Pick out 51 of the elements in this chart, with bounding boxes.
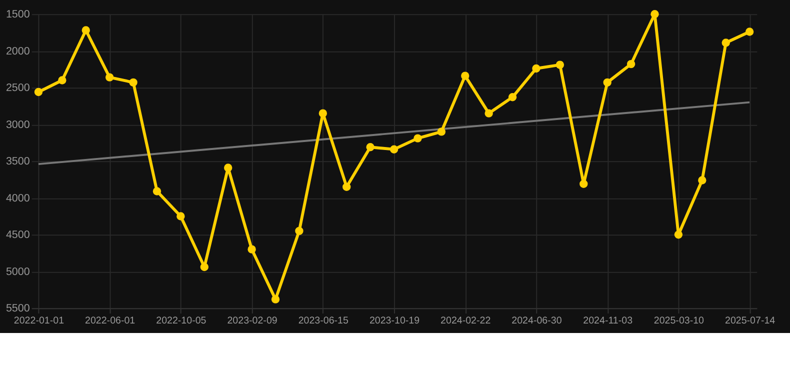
point: [152, 187, 162, 196]
x-tick-label: 2022-06-01: [85, 315, 136, 326]
point: [484, 109, 493, 118]
y-tick-label: 1500: [6, 8, 30, 21]
point: [650, 10, 659, 18]
x-tick-label: 2022-01-01: [14, 315, 64, 326]
point: [200, 262, 208, 272]
point: [390, 145, 398, 154]
x-tick-label: 2023-02-09: [227, 315, 278, 326]
point: [129, 78, 138, 87]
y-tick-label: 3000: [6, 118, 30, 131]
point: [722, 38, 730, 47]
point: [556, 60, 564, 69]
point: [34, 88, 43, 96]
point: [271, 295, 280, 304]
point: [318, 109, 328, 118]
y-tick-label: 5500: [6, 302, 30, 315]
point: [461, 72, 470, 80]
point: [366, 143, 374, 152]
x-tick-label: 2023-10-19: [369, 315, 420, 326]
point: [342, 182, 351, 191]
point: [437, 128, 446, 136]
point: [105, 73, 114, 82]
x-tick-label: 2025-03-10: [654, 315, 705, 326]
point: [58, 76, 66, 84]
y-tick-label: 2500: [6, 82, 30, 94]
point: [508, 93, 517, 102]
point: [176, 212, 185, 220]
point: [224, 164, 232, 172]
point: [698, 176, 706, 184]
y-tick-label: 3500: [6, 156, 30, 168]
point: [414, 134, 422, 142]
x-tick-label: 2024-06-30: [512, 315, 562, 326]
point: [745, 28, 754, 36]
y-tick-label: 2000: [6, 45, 30, 58]
point: [532, 64, 540, 73]
x-tick-label: 2025-07-14: [724, 315, 776, 326]
x-tick-label: 2022-10-05: [156, 315, 207, 326]
point: [580, 180, 588, 188]
point: [603, 78, 612, 87]
x-tick-label: 2024-11-03: [583, 315, 634, 326]
point: [248, 245, 256, 254]
y-tick-label: 4000: [6, 192, 30, 204]
point: [674, 230, 683, 239]
x-tick-label: 2023-06-15: [298, 315, 350, 326]
point: [295, 226, 304, 236]
x-tick-label: 2024-02-22: [440, 315, 491, 326]
y-tick-label: 4500: [6, 229, 30, 242]
point: [626, 60, 636, 68]
point: [82, 26, 90, 34]
y-tick-label: 5000: [6, 266, 30, 278]
